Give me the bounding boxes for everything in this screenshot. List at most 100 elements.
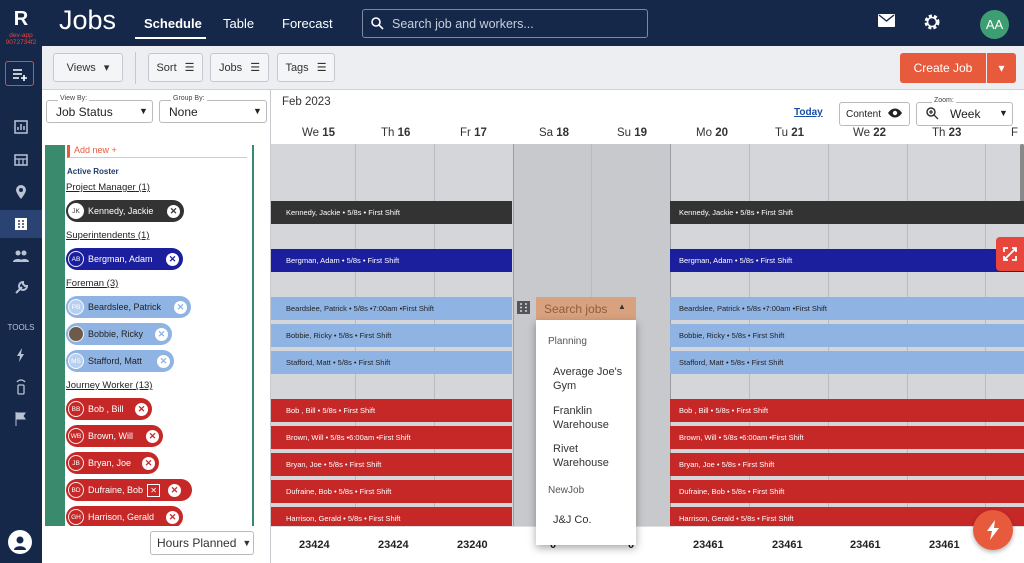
zoom-value: Week <box>950 107 981 121</box>
people-icon[interactable] <box>0 242 42 270</box>
shift-bar[interactable]: Bobbie, Ricky • 5/8s • First Shift <box>670 324 1024 347</box>
job-option[interactable]: Rivet Warehouse <box>553 443 609 469</box>
shift-bar[interactable]: Dufraine, Bob • 5/8s • First Shift <box>271 480 512 503</box>
group-foreman[interactable]: Foreman (3) <box>66 278 118 289</box>
group-project-manager[interactable]: Project Manager (1) <box>66 182 150 193</box>
help-avatar-icon[interactable] <box>8 530 32 554</box>
shift-bar[interactable]: Beardslee, Patrick • 5/8s •7:00am •First… <box>670 297 1024 320</box>
shift-bar[interactable]: Bobbie, Ricky • 5/8s • First Shift <box>271 324 512 347</box>
sort-button[interactable]: Sort ☰ <box>148 53 203 82</box>
tab-forecast[interactable]: Forecast <box>282 16 333 31</box>
chart-icon[interactable] <box>0 113 42 141</box>
lightning-fab-button[interactable] <box>973 510 1013 550</box>
shift-bar[interactable]: Bryan, Joe • 5/8s • First Shift <box>271 453 512 476</box>
worker-pill[interactable]: JK Kennedy, Jackie ✕ <box>66 200 184 222</box>
create-job-button[interactable]: Create Job <box>900 53 986 83</box>
gear-icon[interactable] <box>923 13 941 34</box>
job-option[interactable]: Average Joe's Gym <box>553 366 623 392</box>
scrollbar-thumb[interactable] <box>1020 144 1024 224</box>
shift-bar[interactable]: Bergman, Adam • 5/8s • First Shift <box>670 249 1024 272</box>
close-icon[interactable]: ✕ <box>157 354 170 368</box>
building-icon[interactable] <box>0 210 42 238</box>
panel-divider[interactable] <box>270 90 271 563</box>
shift-bar[interactable]: Kennedy, Jackie • 5/8s • First Shift <box>670 201 1024 224</box>
shift-bar[interactable]: Harrison, Gerald • 5/8s • First Shift <box>271 507 512 526</box>
zoom-select[interactable]: Zoom: Week ▼ <box>916 97 1013 126</box>
worker-pill[interactable]: MS Stafford, Matt ✕ <box>66 350 174 372</box>
group-superintendents[interactable]: Superintendents (1) <box>66 230 149 241</box>
create-job-dropdown[interactable]: ▾ <box>987 53 1016 83</box>
tab-table[interactable]: Table <box>223 16 255 31</box>
close-icon[interactable]: ✕ <box>168 483 182 497</box>
top-bar: Jobs Schedule Table Forecast AA <box>42 0 1024 46</box>
close-icon[interactable]: ✕ <box>166 252 179 266</box>
lightning-icon[interactable] <box>0 341 42 369</box>
shift-bar[interactable]: Bergman, Adam • 5/8s • First Shift <box>271 249 512 272</box>
close-icon[interactable]: ✕ <box>155 327 168 341</box>
close-icon[interactable]: ✕ <box>166 510 179 524</box>
worker-pill[interactable]: BD Dufraine, Bob ✕ ✕ <box>66 479 192 501</box>
worker-pill[interactable]: BB Bob , Bill ✕ <box>66 398 152 420</box>
app-logo[interactable]: R <box>13 8 29 30</box>
job-option[interactable]: Franklin Warehouse <box>553 405 609 431</box>
shift-bar[interactable]: Dufraine, Bob • 5/8s • First Shift <box>670 480 1024 503</box>
add-list-icon[interactable] <box>5 61 34 86</box>
close-icon[interactable]: ✕ <box>174 300 187 314</box>
views-button[interactable]: Views ▾ <box>53 53 123 82</box>
env-label: dev-app 9072734f2 <box>5 32 37 46</box>
shift-bar[interactable]: Stafford, Matt • 5/8s • First Shift <box>271 351 512 374</box>
search-input[interactable] <box>392 16 632 31</box>
table-icon[interactable] <box>0 146 42 174</box>
close-icon[interactable]: ✕ <box>142 456 155 470</box>
jobs-button[interactable]: Jobs ☰ <box>210 53 269 82</box>
day-header: Sa 18 <box>539 127 570 139</box>
add-new-link[interactable]: Add new + <box>67 145 247 158</box>
worker-name: Bobbie, Ricky <box>88 329 144 339</box>
worker-pill[interactable]: Bobbie, Ricky ✕ <box>66 323 172 345</box>
calendar-x-icon[interactable]: ✕ <box>147 483 161 497</box>
shift-bar[interactable]: Bob , Bill • 5/8s • First Shift <box>271 399 512 422</box>
job-search-input[interactable]: Search jobs ▲ <box>536 297 636 320</box>
worker-name: Kennedy, Jackie <box>88 206 154 216</box>
worker-pill[interactable]: GH Harrison, Gerald ✕ <box>66 506 183 526</box>
job-option[interactable]: J&J Co. <box>553 514 592 526</box>
shift-bar[interactable]: Stafford, Matt • 5/8s • First Shift <box>670 351 1024 374</box>
tags-button[interactable]: Tags ☰ <box>277 53 335 82</box>
group-count: (1) <box>138 182 150 193</box>
wrench-icon[interactable] <box>0 274 42 302</box>
mail-icon[interactable] <box>878 14 895 30</box>
hours-planned-select[interactable]: Hours Planned ▼ <box>150 531 254 555</box>
zoom-label: Zoom: <box>932 97 956 104</box>
today-link[interactable]: Today <box>794 107 823 118</box>
group-journey-worker[interactable]: Journey Worker (13) <box>66 380 152 391</box>
tab-schedule[interactable]: Schedule <box>144 16 202 31</box>
worker-pill[interactable]: WB Brown, Will ✕ <box>66 425 163 447</box>
day-header: Th 23 <box>932 127 962 139</box>
shift-bar[interactable]: Beardslee, Patrick • 5/8s •7:00am •First… <box>271 297 512 320</box>
remote-icon[interactable] <box>0 373 42 401</box>
location-pin-icon[interactable] <box>0 178 42 206</box>
group-by-select[interactable]: Group By: None ▼ <box>159 95 267 123</box>
view-by-select[interactable]: View By: Job Status ▼ <box>46 95 153 123</box>
close-icon[interactable]: ✕ <box>167 204 180 218</box>
roster-panel: Add new + Active Roster Project Manager … <box>45 145 254 526</box>
flag-icon[interactable] <box>0 405 42 433</box>
search-box[interactable] <box>362 9 648 38</box>
shift-bar[interactable]: Bob , Bill • 5/8s • First Shift <box>670 399 1024 422</box>
user-avatar[interactable]: AA <box>980 10 1009 39</box>
worker-pill[interactable]: PB Beardslee, Patrick ✕ <box>66 296 191 318</box>
close-icon[interactable]: ✕ <box>135 402 148 416</box>
avatar: BD <box>68 482 84 498</box>
shift-bar[interactable]: Brown, Will • 5/8s •6:00am •First Shift <box>271 426 512 449</box>
content-button[interactable]: Content <box>839 102 910 126</box>
shift-bar[interactable]: Bryan, Joe • 5/8s • First Shift <box>670 453 1024 476</box>
expand-panel-icon[interactable] <box>996 237 1024 271</box>
close-icon[interactable]: ✕ <box>146 429 159 443</box>
day-header: Mo 20 <box>696 127 728 139</box>
worker-pill[interactable]: AB Bergman, Adam ✕ <box>66 248 183 270</box>
worker-pill[interactable]: JB Bryan, Joe ✕ <box>66 452 159 474</box>
shift-bar[interactable]: Kennedy, Jackie • 5/8s • First Shift <box>271 201 512 224</box>
shift-bar[interactable]: Harrison, Gerald • 5/8s • First Shift <box>670 507 1024 526</box>
grid-line <box>513 144 514 526</box>
shift-bar[interactable]: Brown, Will • 5/8s •6:00am •First Shift <box>670 426 1024 449</box>
